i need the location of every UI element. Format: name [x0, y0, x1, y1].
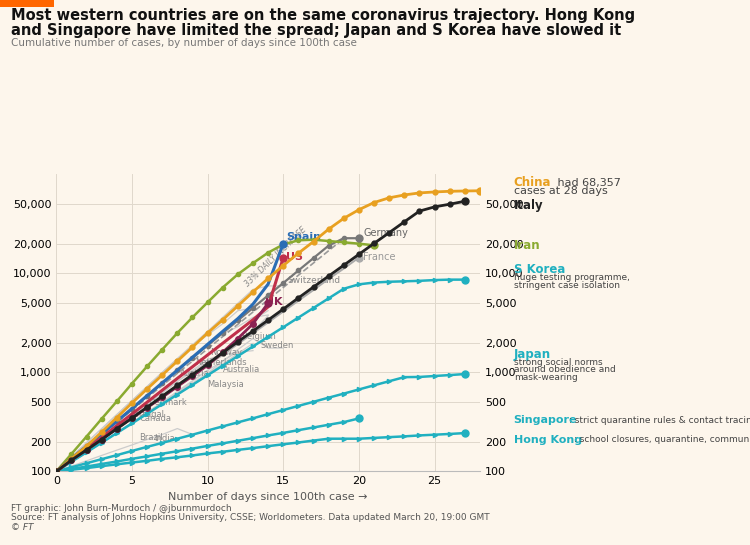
Text: Australia: Australia	[223, 365, 260, 374]
Text: Germany: Germany	[364, 228, 408, 238]
Text: Source: FT analysis of Johns Hopkins University, CSSE; Worldometers. Data update: Source: FT analysis of Johns Hopkins Uni…	[11, 513, 490, 523]
Text: Denmark: Denmark	[148, 398, 188, 407]
Text: © FT: © FT	[11, 523, 34, 532]
Text: strong social norms: strong social norms	[514, 358, 602, 367]
Text: Austria: Austria	[180, 369, 210, 378]
Text: stringent case isolation: stringent case isolation	[514, 281, 619, 290]
X-axis label: Number of days since 100th case →: Number of days since 100th case →	[168, 492, 368, 502]
Text: Brazil: Brazil	[140, 433, 163, 442]
Text: S Korea: S Korea	[514, 263, 566, 276]
Text: US: US	[286, 252, 303, 262]
Text: huge testing programme,: huge testing programme,	[514, 274, 630, 282]
Text: mask-wearing: mask-wearing	[514, 373, 578, 382]
Text: UK: UK	[265, 297, 283, 307]
Text: Malaysia: Malaysia	[208, 380, 245, 390]
Text: Portugal: Portugal	[129, 410, 164, 419]
Text: : strict quarantine rules & contact tracing: : strict quarantine rules & contact trac…	[569, 416, 750, 425]
Text: FT graphic: John Burn-Murdoch / @jburnmurdoch: FT graphic: John Burn-Murdoch / @jburnmu…	[11, 504, 232, 513]
Text: Norway: Norway	[211, 348, 242, 357]
Text: Singapore: Singapore	[514, 415, 578, 425]
Text: Italy: Italy	[514, 199, 543, 213]
Text: Belgium: Belgium	[241, 331, 276, 341]
Text: had 68,357: had 68,357	[554, 178, 621, 187]
Text: Spain: Spain	[286, 232, 321, 241]
Text: Canada: Canada	[140, 414, 172, 423]
Text: Iran: Iran	[514, 239, 540, 252]
Text: Netherlands: Netherlands	[196, 358, 247, 367]
Text: around obedience and: around obedience and	[514, 365, 616, 374]
Text: India: India	[154, 434, 176, 443]
Text: Most western countries are on the same coronavirus trajectory. Hong Kong: Most western countries are on the same c…	[11, 8, 635, 23]
Text: 33% DAILY INCREASE: 33% DAILY INCREASE	[243, 225, 308, 288]
Text: cases at 28 days: cases at 28 days	[514, 186, 608, 196]
Text: France: France	[364, 252, 396, 262]
Text: Japan: Japan	[514, 348, 550, 361]
Text: Switzerland: Switzerland	[288, 276, 341, 285]
Text: and Singapore have limited the spread; Japan and S Korea have slowed it: and Singapore have limited the spread; J…	[11, 23, 622, 38]
Text: Cumulative number of cases, by number of days since 100th case: Cumulative number of cases, by number of…	[11, 38, 357, 48]
Text: Sweden: Sweden	[260, 341, 294, 350]
Text: Hong Kong: Hong Kong	[514, 434, 582, 445]
Text: China: China	[514, 176, 551, 189]
Text: : school closures, quarantine, community response: : school closures, quarantine, community…	[574, 435, 750, 444]
